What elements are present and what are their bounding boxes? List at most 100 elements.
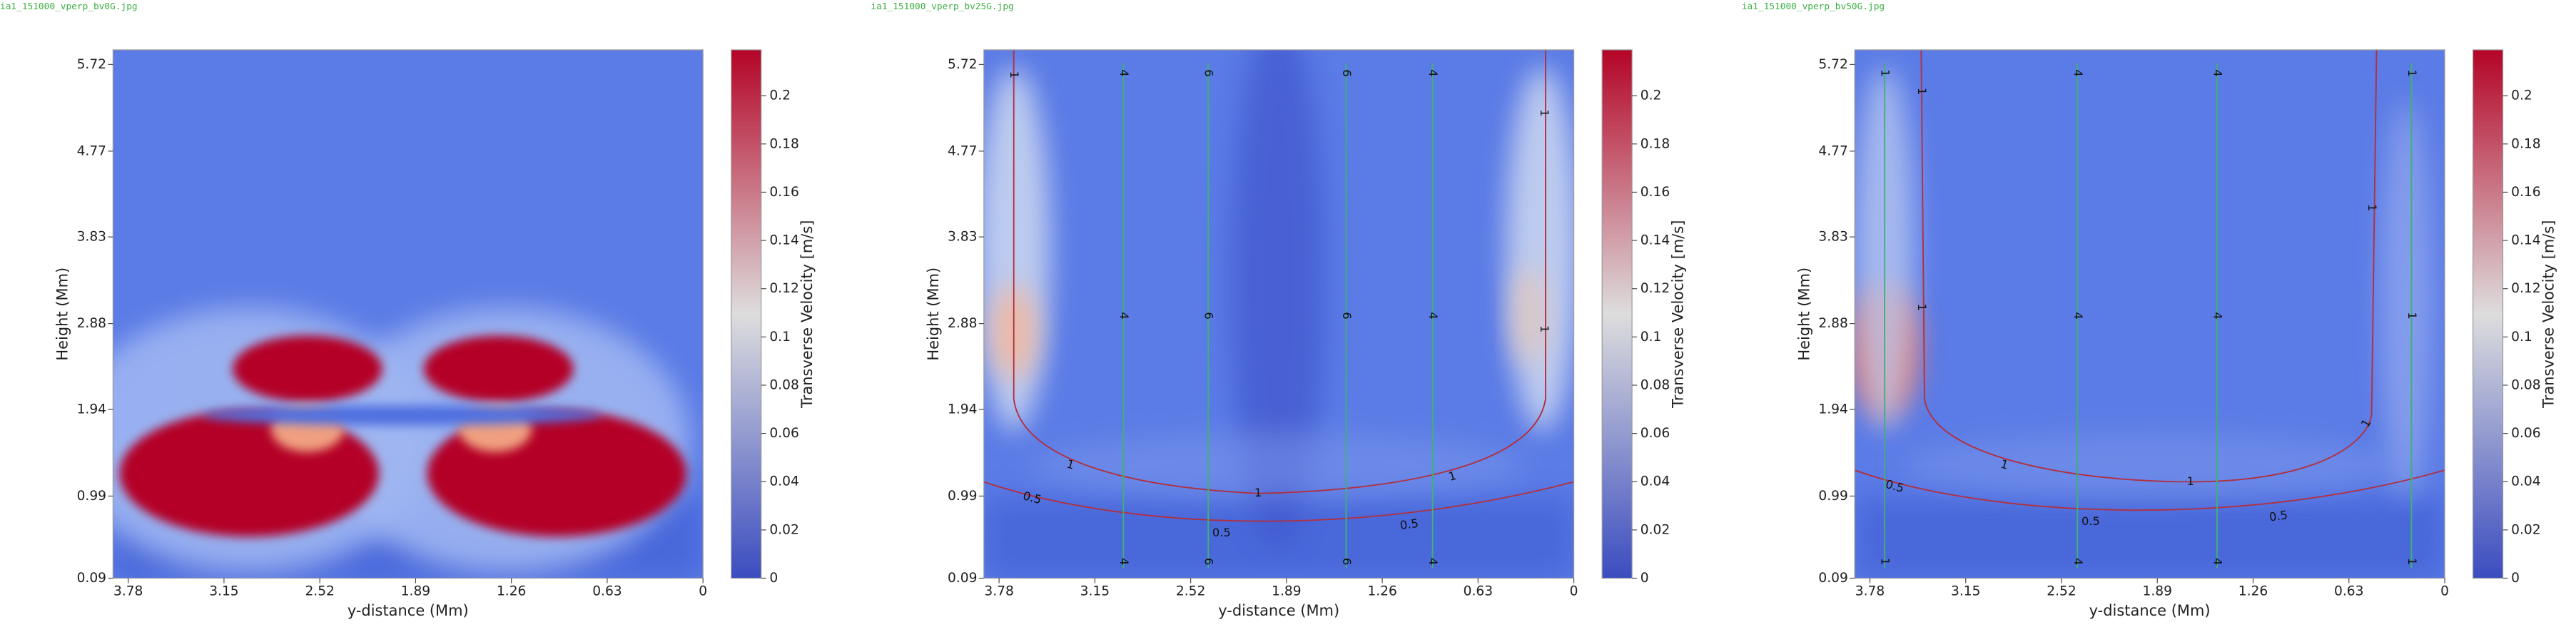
y-axis-label: Height (Mm) — [54, 268, 71, 361]
contour-label: 6 — [1340, 69, 1354, 76]
y-tick-label: 2.88 — [948, 316, 977, 331]
colorbar-tick-label: 0.02 — [1641, 522, 1670, 537]
heatmap-feature — [1900, 432, 2398, 499]
file-name: ia1_151000_vperp_bv25G.jpg — [871, 1, 1013, 12]
x-tick-label: 0.63 — [592, 584, 622, 599]
colorbar-tick-label: 0.04 — [1641, 474, 1670, 489]
plot-frame — [112, 49, 704, 579]
x-axis-label: y-distance (Mm) — [2089, 602, 2211, 619]
colorbar — [731, 49, 762, 579]
contour-label: 0.5 — [2268, 508, 2288, 524]
x-tick-label: 0 — [1570, 584, 1578, 599]
x-tick-label: 0.63 — [1464, 584, 1493, 599]
colorbar-tick-label: 0.1 — [1641, 330, 1662, 345]
x-tick-label: 2.52 — [2047, 584, 2076, 599]
contour-label: 6 — [1340, 558, 1354, 565]
x-tick-label: 1.26 — [2238, 584, 2268, 599]
contour-label: 0.5 — [2081, 514, 2100, 528]
panel: ia1_151000_vperp_bv25G.jpg 1 1 1 1 1 1 0.5 0.5 0.… — [871, 1, 1686, 619]
y-tick-label: 4.77 — [77, 143, 106, 158]
x-tick-label: 3.78 — [984, 584, 1013, 599]
y-tick-label: 0.99 — [948, 489, 977, 504]
contour-label: 4 — [2211, 312, 2224, 319]
colorbar-tick-label: 0.14 — [2511, 233, 2540, 248]
colorbar-tick-label: 0.2 — [769, 88, 791, 103]
y-tick-label: 2.88 — [77, 316, 106, 331]
contour-label: 1 — [1065, 457, 1076, 472]
contour-label: 1 — [1915, 304, 1929, 311]
file-name: ia1_151000_vperp_bv50G.jpg — [1742, 1, 1885, 12]
colorbar-tick-label: 0.02 — [769, 522, 798, 537]
x-tick-label: 1.89 — [1272, 584, 1301, 599]
colorbar-tick-label: 0.06 — [1641, 426, 1670, 441]
contour-label: 0.5 — [1399, 516, 1419, 532]
contour-label: 4 — [1426, 558, 1440, 565]
colorbar-label: Transverse Velocity [m/s] — [1669, 220, 1686, 409]
colorbar-tick-label: 0.12 — [1641, 281, 1670, 296]
colorbar-label: Transverse Velocity [m/s] — [2540, 220, 2557, 409]
y-tick-label: 3.83 — [948, 230, 977, 245]
plot-frame — [983, 49, 1575, 579]
contour-line — [1855, 469, 2445, 511]
contour-label: 1 — [2405, 69, 2419, 76]
y-tick-label: 3.83 — [77, 230, 106, 245]
contour-line — [983, 481, 1574, 522]
heatmap-bg-low — [1855, 498, 2445, 579]
y-tick-label: 0.09 — [1818, 571, 1847, 586]
heatmap-feature — [1512, 265, 1546, 366]
heatmap-feature — [1028, 432, 1528, 499]
contour-label: 1 — [2365, 204, 2379, 211]
y-tick-label: 1.94 — [77, 402, 106, 417]
colorbar-tick-label: 0.08 — [769, 377, 798, 392]
x-tick-label: 3.15 — [1951, 584, 1980, 599]
heatmap-feature — [203, 405, 602, 426]
y-tick-label: 5.72 — [1818, 57, 1847, 72]
y-tick-label: 1.94 — [948, 402, 977, 417]
colorbar-tick-label: 0.18 — [2511, 136, 2540, 151]
colorbar-tick-label: 0.1 — [2511, 330, 2532, 345]
y-tick-label: 4.77 — [948, 143, 977, 158]
colorbar-tick-label: 0 — [1641, 571, 1649, 586]
x-tick-label: 2.52 — [305, 584, 334, 599]
contour-label: 4 — [1117, 558, 1131, 565]
contour-label: 1 — [1008, 71, 1021, 78]
x-tick-label: 3.78 — [113, 584, 143, 599]
x-tick-label: 1.26 — [497, 584, 526, 599]
colorbar-tick-label: 0.16 — [1641, 185, 1670, 200]
colorbar-tick-label: 0.06 — [2511, 426, 2540, 441]
heatmap-feature — [1231, 49, 1325, 549]
colorbar-tick-label: 0.12 — [769, 281, 798, 296]
x-tick-label: 3.15 — [209, 584, 238, 599]
contour-label: 4 — [1426, 312, 1440, 319]
x-tick-label: 1.26 — [1367, 584, 1396, 599]
contour-label: 4 — [2072, 69, 2085, 76]
contour-label: 4 — [1117, 312, 1131, 319]
colorbar-tick-label: 0.04 — [2511, 474, 2540, 489]
contour-label: 6 — [1202, 312, 1216, 319]
colorbar-tick-label: 0.08 — [1641, 377, 1670, 392]
x-tick-label: 1.89 — [401, 584, 430, 599]
contour-label: 4 — [2072, 558, 2085, 565]
y-tick-label: 5.72 — [948, 57, 977, 72]
plot-frame — [1854, 49, 2445, 579]
file-name: ia1_151000_vperp_bv0G.jpg — [0, 1, 138, 12]
colorbar-tick-label: 0.18 — [1641, 136, 1670, 151]
y-tick-label: 0.09 — [948, 571, 977, 586]
contour-label: 4 — [2072, 312, 2085, 319]
contour-label: 1 — [2405, 558, 2419, 565]
colorbar-tick-label: 0.12 — [2511, 281, 2540, 296]
heatmap-feature — [233, 335, 382, 402]
contour-label: 6 — [1340, 312, 1354, 319]
colorbar-tick-label: 0.08 — [2511, 377, 2540, 392]
colorbar-tick-label: 0.14 — [1641, 233, 1670, 248]
contour-label: 6 — [1202, 69, 1216, 76]
y-tick-label: 1.94 — [1818, 402, 1847, 417]
contour-label: 1 — [1538, 325, 1551, 332]
x-tick-label: 1.89 — [2143, 584, 2172, 599]
x-tick-label: 0 — [2440, 584, 2449, 599]
colorbar-tick-label: 0.04 — [769, 474, 798, 489]
heatmap-feature — [423, 335, 574, 402]
contour-label: 6 — [1202, 558, 1216, 565]
